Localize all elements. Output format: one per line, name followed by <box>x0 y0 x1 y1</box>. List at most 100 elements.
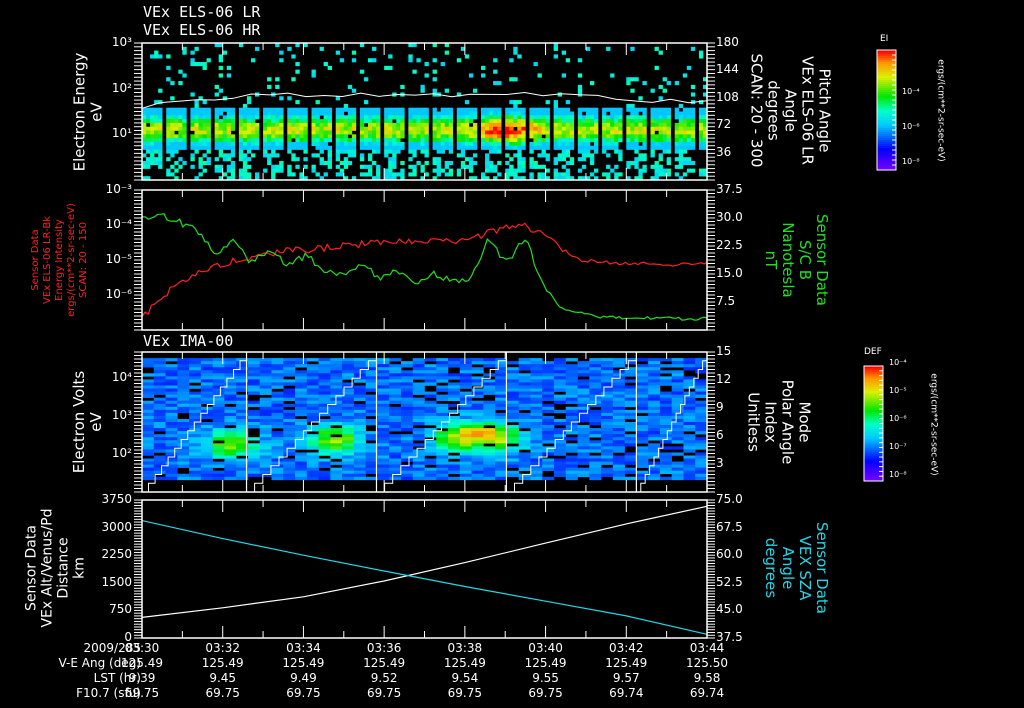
axis-label-line: eV <box>87 412 106 432</box>
footer-time: 03:36 <box>366 641 402 655</box>
els-right-axis-label: Pitch Angle VEx ELS-06 LR Angle degrees SCAN… <box>747 53 834 167</box>
tick-label: 37.5 <box>716 182 743 196</box>
tick-label: 10⁻⁵ <box>889 386 907 395</box>
footer-lst: 9.39 <box>128 671 156 685</box>
tick-label: 10³ <box>111 408 132 422</box>
axis-label-line: VEx ELS-06 LR <box>798 55 817 165</box>
footer-f107: 69.75 <box>528 686 563 700</box>
tick-label: 10⁻⁸ <box>889 470 907 479</box>
footer-time: 03:44 <box>689 641 725 655</box>
tick-label: 7.5 <box>716 294 736 308</box>
tick-label: 15 <box>716 344 732 358</box>
footer-lst: 9.45 <box>209 671 237 685</box>
tick-label: 3000 <box>101 520 132 534</box>
els-title-hr: VEx ELS-06 HR <box>143 21 261 39</box>
ima-right-axis-label: Mode Polar Angle Index Unitless <box>743 380 813 465</box>
tick-label: 6 <box>716 428 724 442</box>
tick-label: 3 <box>716 456 724 470</box>
axis-label-line: Electron Energy <box>69 52 88 172</box>
tick-label: 10⁻⁷ <box>889 442 907 451</box>
axis-label-line: Nanotesla <box>779 222 797 298</box>
axis-label-line: VEX SZA <box>796 535 814 601</box>
tick-label: 12 <box>716 372 732 386</box>
tick-label: 10⁻⁸ <box>902 157 920 166</box>
tick-label: 750 <box>109 602 132 616</box>
footer-f107: 69.75 <box>286 686 321 700</box>
els-colorbar-title: EI <box>880 34 889 44</box>
footer-lst-label: LST (hr) <box>93 671 141 685</box>
sensor-line-panel <box>134 189 715 331</box>
tick-label: 60.0 <box>716 547 743 561</box>
footer-f107-label: F10.7 (sfu) <box>76 686 141 700</box>
footer-ve-ang: 125.49 <box>524 656 567 670</box>
tick-label: 67.5 <box>716 520 743 534</box>
tick-label: 10⁻³ <box>105 182 132 196</box>
tick-label: 10⁻⁴ <box>902 87 920 96</box>
tick-label: 10⁻⁶ <box>902 122 920 131</box>
footer-lst: 9.49 <box>290 671 317 685</box>
tick-label: 45.0 <box>716 602 743 616</box>
axis-label-line: Angle <box>779 546 797 590</box>
footer-f107: 69.74 <box>609 686 644 700</box>
footer-lst: 9.55 <box>532 671 559 685</box>
footer-time: 03:40 <box>528 641 563 655</box>
axis-label-line: nT <box>762 250 780 270</box>
sensor-right-axis-label: Sensor Data S/C B Nanotesla nT <box>762 214 831 306</box>
orbit-left-axis-label: Sensor Data VEx Alt/Venus/Pd Distance km <box>23 508 87 627</box>
axis-label-line: Index <box>760 401 779 443</box>
tick-label: 2250 <box>101 547 132 561</box>
axis-label-line: degrees <box>762 537 780 599</box>
footer-time: 03:34 <box>286 641 321 655</box>
tick-label: 3750 <box>101 492 132 506</box>
footer-time: 03:38 <box>447 641 483 655</box>
tick-label: 10⁻⁴ <box>105 217 132 231</box>
axis-label-line: Pitch Angle <box>815 68 834 152</box>
footer-ve-ang: 125.49 <box>443 656 486 670</box>
axis-label-line: Electron Volts <box>70 370 89 474</box>
ima-colorbar-units: ergs/(cm**2-sr-sec-eV) <box>928 373 939 475</box>
footer-time: 03:42 <box>608 641 644 655</box>
footer-f107: 69.75 <box>124 686 160 700</box>
tick-label: 75.0 <box>716 492 743 506</box>
axis-label-line: Sensor Data <box>29 229 41 291</box>
els-spectrogram-panel <box>134 42 715 181</box>
axis-label-line: Sensor Data <box>813 214 831 306</box>
footer-ve-ang: 125.49 <box>282 656 325 670</box>
tick-label: 1500 <box>101 575 132 589</box>
tick-label: 10⁻⁶ <box>889 414 907 423</box>
tick-label: 37.5 <box>716 630 743 644</box>
footer-time: 03:32 <box>205 641 240 655</box>
footer-lst: 9.54 <box>451 671 479 685</box>
axis-label-line: SCAN: 20 - 150 <box>77 222 89 298</box>
ima-title: VEx IMA-00 <box>143 332 234 350</box>
footer-f107: 69.75 <box>366 686 402 700</box>
footer-lst: 9.58 <box>693 671 721 685</box>
tick-label: 144 <box>716 62 739 76</box>
tick-label: 10³ <box>111 35 132 49</box>
axis-label-line: Energy Intensity <box>53 219 65 301</box>
orbit-right-axis-label: Sensor Data VEX SZA Angle degrees <box>762 522 831 614</box>
footer-f107: 69.75 <box>205 686 240 700</box>
colorbars <box>863 49 897 482</box>
sensor-left-axis-label: Sensor Data VEx ELS-06 LR-Bk Energy Intens… <box>30 203 90 317</box>
footer-lst: 9.52 <box>370 671 398 685</box>
footer-time: 03:30 <box>124 641 160 655</box>
ima-spectrogram-panel <box>134 351 715 493</box>
footer-ve-ang: 125.49 <box>363 656 406 670</box>
els-title-lr: VEx ELS-06 LR <box>143 3 261 21</box>
tick-label: 10⁻⁵ <box>105 252 132 266</box>
axis-label-line: VEx Alt/Venus/Pd <box>39 508 56 628</box>
tick-label: 10⁻⁶ <box>105 287 132 301</box>
tick-label: 36 <box>716 145 732 159</box>
footer-ve-ang-label: V-E Ang (deg) <box>58 656 141 670</box>
axis-label-line: Sensor Data <box>813 522 831 614</box>
tick-label: 0 <box>124 630 132 644</box>
footer-lst: 9.57 <box>612 671 640 685</box>
axis-label-line: ergs/(cm**2-sr-sec-eV) <box>928 372 939 476</box>
axis-label-line: ergs/(cm**2-sr-sec-eV) <box>65 203 77 317</box>
axis-label-line: Unitless <box>743 392 762 452</box>
els-colorbar-units: ergs/(cm**2-sr-sec-eV) <box>935 59 946 161</box>
axis-label-line: eV <box>86 102 105 122</box>
